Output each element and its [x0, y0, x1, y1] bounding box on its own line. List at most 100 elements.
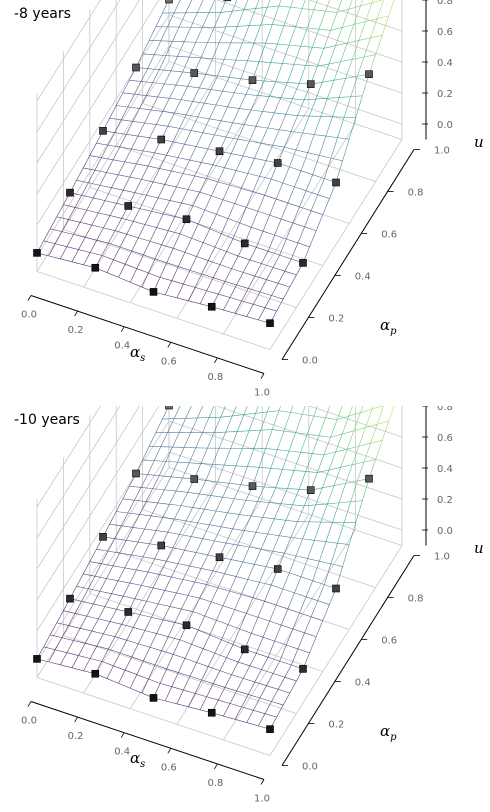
mesh-segment	[217, 181, 230, 186]
mesh-segment	[350, 95, 363, 97]
mesh-segment	[66, 652, 79, 656]
mesh-segment	[43, 634, 51, 647]
mesh-segment	[60, 664, 73, 669]
mesh-segment	[151, 515, 163, 518]
mesh-segment	[118, 670, 126, 684]
mesh-segment	[320, 503, 328, 523]
mesh-segment	[272, 24, 284, 26]
mesh-segment	[197, 103, 205, 118]
mesh-segment	[247, 42, 255, 61]
mesh-segment	[113, 246, 121, 260]
mesh-segment	[264, 194, 277, 200]
mesh-segment	[171, 157, 179, 172]
data-point	[207, 302, 216, 311]
mesh-segment	[159, 668, 167, 684]
mesh-segment	[154, 664, 167, 670]
mesh-segment	[187, 189, 200, 193]
mesh-segment	[74, 613, 87, 617]
mesh-segment	[147, 474, 160, 477]
mesh-segment	[290, 412, 303, 415]
mesh-segment	[160, 277, 172, 282]
mesh-segment	[324, 158, 332, 179]
mesh-segment	[295, 432, 308, 435]
mesh-segment	[277, 25, 285, 45]
mesh-segment	[330, 419, 338, 438]
mesh-segment	[258, 448, 266, 468]
mesh-segment	[189, 565, 202, 569]
mesh-segment	[242, 430, 250, 449]
mesh-segment	[318, 28, 331, 31]
mesh-segment	[167, 12, 175, 28]
mesh-segment	[49, 622, 58, 635]
mesh-segment	[146, 587, 154, 602]
data-point	[66, 188, 74, 197]
mesh-segment	[290, 0, 294, 8]
mesh-segment	[188, 287, 196, 301]
mesh-segment	[147, 558, 155, 573]
data-point	[248, 482, 257, 490]
mesh-segment	[210, 75, 218, 90]
grid-line	[36, 271, 271, 350]
mesh-segment	[177, 56, 190, 58]
mesh-segment	[55, 243, 67, 247]
mesh-segment	[337, 137, 350, 140]
mesh-segment	[237, 530, 245, 546]
mesh-segment	[372, 0, 383, 3]
mesh-segment	[156, 619, 164, 634]
mesh-segment	[246, 597, 254, 614]
mesh-segment	[254, 681, 267, 686]
mesh-segment	[277, 677, 286, 690]
mesh-segment	[206, 277, 214, 291]
mesh-segment	[375, 35, 383, 55]
mesh-segment	[131, 643, 139, 658]
data-point	[91, 263, 100, 272]
mesh-segment	[315, 82, 323, 100]
mesh-segment	[265, 24, 273, 44]
mesh-segment	[232, 222, 240, 239]
mesh-segment	[312, 46, 324, 49]
mesh-segment	[323, 451, 336, 456]
mesh-segment	[89, 646, 98, 659]
mesh-segment	[280, 488, 288, 504]
mesh-segment	[282, 45, 290, 64]
mesh-segment	[262, 215, 270, 232]
mesh-segment	[88, 182, 100, 186]
mesh-segment	[129, 268, 138, 283]
mesh-segment	[275, 63, 283, 82]
mesh-segment	[189, 56, 201, 59]
mesh-segment	[207, 27, 215, 43]
y-tick-label: 0.4	[355, 272, 371, 283]
mesh-segment	[171, 576, 184, 580]
mesh-segment	[243, 272, 255, 277]
mesh-segment	[60, 258, 73, 263]
mesh-segment	[204, 195, 212, 211]
mesh-segment	[189, 159, 202, 163]
mesh-segment	[124, 161, 137, 165]
mesh-segment	[352, 56, 365, 60]
mesh-segment	[87, 170, 96, 183]
mesh-segment	[275, 588, 284, 606]
mesh-segment	[352, 446, 360, 465]
mesh-segment	[300, 45, 313, 48]
mesh-segment	[304, 504, 316, 507]
data-point	[99, 533, 107, 541]
mesh-segment	[234, 92, 246, 95]
mesh-segment	[134, 499, 147, 502]
mesh-segment	[375, 440, 383, 460]
mesh-segment	[206, 290, 219, 295]
mesh-segment	[269, 198, 277, 216]
mesh-segment	[174, 99, 182, 114]
data-point	[157, 135, 166, 144]
grid-line	[83, 76, 216, 288]
mesh-segment	[73, 628, 81, 641]
mesh-segment	[262, 96, 270, 112]
mesh-segment	[179, 233, 192, 239]
mesh-segment	[249, 665, 262, 670]
mesh-segment	[167, 125, 180, 129]
mesh-segment	[372, 406, 384, 410]
mesh-segment	[360, 408, 373, 413]
mesh-segment	[264, 701, 272, 714]
mesh-segment	[292, 83, 300, 99]
mesh-segment	[280, 82, 288, 98]
mesh-segment	[165, 700, 177, 705]
